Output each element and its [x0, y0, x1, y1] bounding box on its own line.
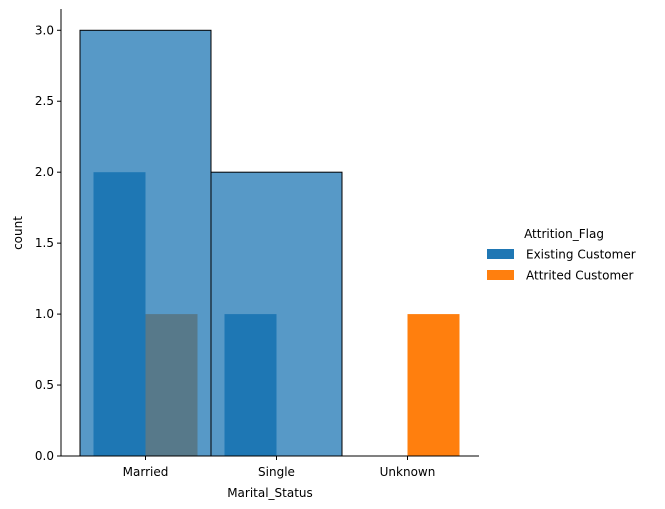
y-axis-title: count [11, 216, 25, 250]
x-axis-title: Marital_Status [227, 486, 313, 500]
legend: Attrition_Flag Existing Customer Attrited… [487, 227, 636, 283]
axes [60, 9, 479, 457]
y-tick-label: 0.5 [35, 378, 54, 392]
y-tick-label: 0.0 [35, 449, 54, 463]
legend-swatch [487, 270, 514, 280]
overlay-bar-single [210, 171, 343, 457]
y-tick-label: 3.0 [35, 23, 54, 37]
legend-label: Existing Customer [526, 248, 636, 262]
overlay-layer [79, 29, 343, 457]
x-ticks: Married Single Unknown [123, 456, 436, 479]
legend-title: Attrition_Flag [524, 227, 604, 241]
legend-swatch [487, 249, 514, 259]
bar-attrited-customer-unknown [407, 314, 460, 456]
x-tick-label: Single [258, 465, 295, 479]
y-tick-label: 1.5 [35, 236, 54, 250]
x-tick-label: Married [123, 465, 169, 479]
x-tick-label: Unknown [380, 465, 436, 479]
overlay-bar-married [79, 29, 212, 457]
legend-items: Existing Customer Attrited Customer [487, 248, 636, 283]
y-tick-label: 2.5 [35, 94, 54, 108]
legend-label: Attrited Customer [526, 269, 634, 283]
y-ticks: 0.0 0.5 1.0 1.5 2.0 2.5 3.0 [35, 23, 61, 463]
y-tick-label: 2.0 [35, 165, 54, 179]
y-tick-label: 1.0 [35, 307, 54, 321]
